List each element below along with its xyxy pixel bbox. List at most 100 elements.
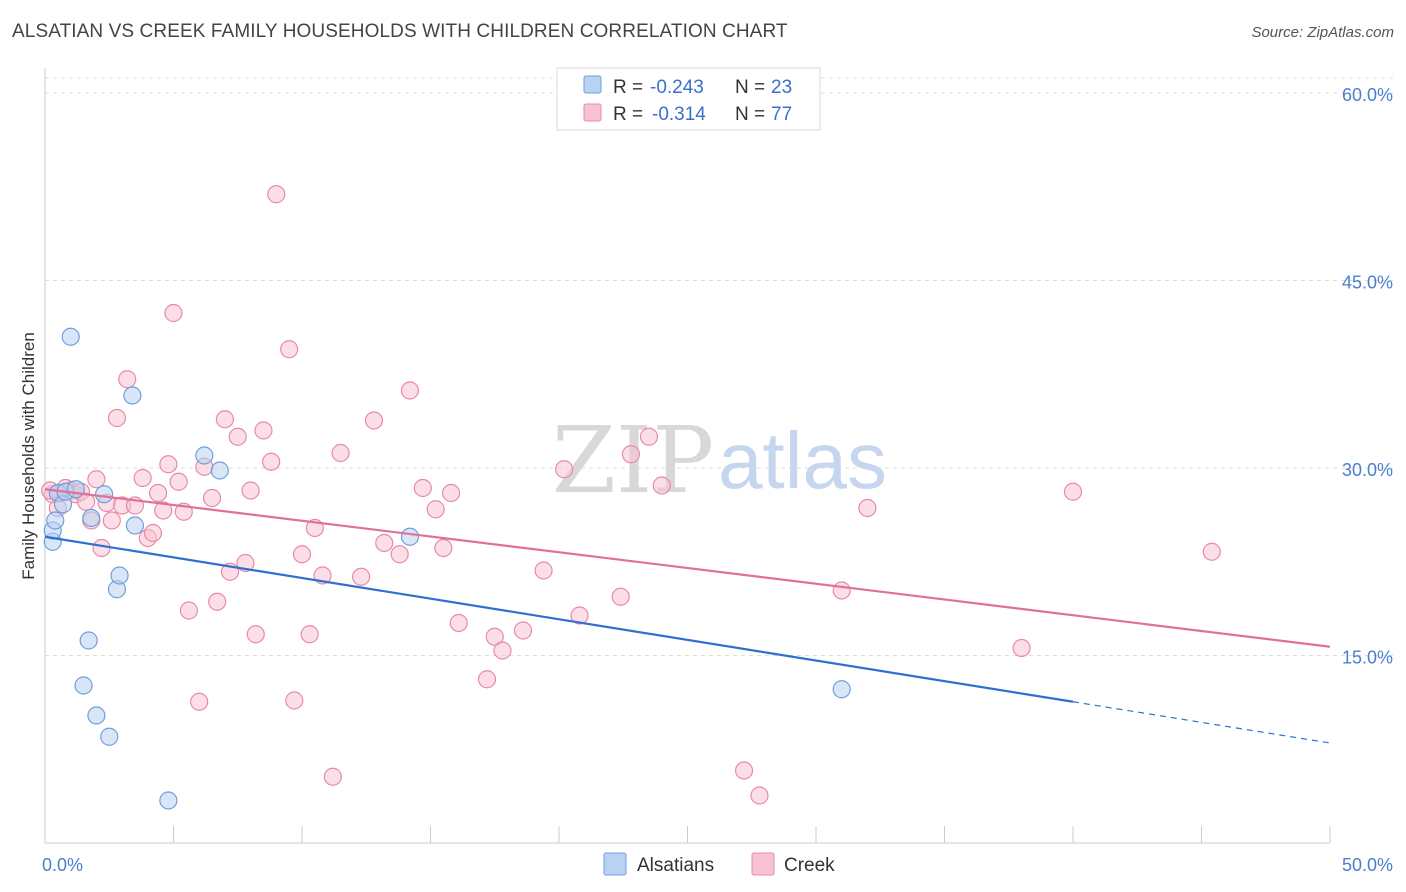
creek-point-36 — [246, 625, 265, 644]
creek-point-24 — [169, 472, 188, 491]
legend-bottom: Alsatians Creek — [603, 852, 835, 876]
alsatian-point-11 — [87, 706, 106, 725]
chart-title: ALSATIAN VS CREEK FAMILY HOUSEHOLDS WITH… — [12, 21, 788, 42]
legend-n-value-creek: 77 — [771, 104, 792, 125]
creek-point-60 — [493, 641, 512, 660]
legend-bottom-swatch-creek — [751, 852, 775, 876]
legend-top: R = -0.243 N = 23 R = -0.314 N = 77 — [556, 67, 821, 131]
creek-point-59 — [485, 627, 504, 646]
alsatian-point-2 — [46, 511, 65, 530]
creek-point-75 — [1202, 542, 1221, 561]
alsatian-point-19 — [195, 446, 214, 465]
creek-point-67 — [639, 427, 659, 446]
creek-point-17 — [133, 468, 152, 488]
creek-point-20 — [148, 483, 168, 503]
source-credit: Source: ZipAtlas.com — [1251, 24, 1394, 41]
alsatian-point-15 — [110, 566, 129, 585]
creek-point-51 — [390, 545, 409, 564]
trend-lines — [44, 488, 1331, 744]
creek-point-62 — [534, 561, 553, 580]
creek-point-74 — [1063, 482, 1083, 501]
legend-bottom-swatch-alsatians — [603, 852, 627, 876]
alsatian-point-18 — [159, 791, 178, 810]
alsatian-point-16 — [123, 386, 142, 405]
creek-point-26 — [179, 601, 199, 620]
creek-point-69 — [734, 761, 754, 780]
legend-r-label-creek: R = — [613, 104, 643, 125]
y-tick-label-1: 30.0% — [1342, 460, 1393, 480]
creek-point-29 — [202, 488, 222, 508]
legend-swatch-creek — [583, 103, 602, 122]
legend-swatch-alsatians — [583, 75, 602, 94]
alsatian-point-12 — [95, 485, 114, 504]
creek-point-37 — [254, 421, 273, 440]
creek-point-19 — [143, 523, 163, 543]
creek-point-23 — [164, 303, 183, 323]
y-tick-label-0: 15.0% — [1342, 648, 1393, 668]
creek-point-35 — [241, 481, 260, 500]
legend-n-label-alsatians: N = — [735, 77, 765, 98]
creek-point-47 — [331, 443, 350, 463]
creek-point-55 — [434, 538, 453, 558]
alsatian-point-9 — [79, 631, 98, 650]
creek-point-30 — [208, 592, 227, 611]
creek-point-65 — [611, 587, 630, 606]
alsatian-point-8 — [74, 676, 93, 695]
creek-point-49 — [364, 411, 384, 430]
watermark: ZIP atlas — [552, 407, 887, 514]
creek-point-15 — [118, 370, 137, 389]
creek-point-57 — [449, 613, 468, 633]
alsatian-points — [43, 327, 851, 810]
alsatian-point-7 — [66, 480, 85, 499]
alsatian-point-10 — [82, 508, 101, 528]
creek-point-68 — [652, 476, 671, 495]
x-tick-label-0: 0.0% — [42, 855, 83, 875]
legend-bottom-label-alsatians: Alsatians — [637, 855, 714, 876]
creek-point-46 — [323, 767, 342, 786]
creek-point-72 — [858, 498, 877, 518]
creek-point-52 — [400, 381, 420, 400]
alsatian-point-17 — [125, 516, 145, 535]
creek-point-58 — [477, 670, 497, 689]
y-tick-label-3: 60.0% — [1342, 85, 1393, 105]
creek-point-10 — [92, 538, 111, 558]
creek-point-42 — [292, 545, 312, 564]
creek-point-43 — [300, 625, 319, 644]
creek-point-13 — [107, 408, 127, 428]
creek-point-71 — [832, 581, 851, 600]
legend-n-label-creek: N = — [735, 104, 765, 125]
creek-point-48 — [352, 567, 371, 586]
legend-n-value-alsatians: 23 — [771, 77, 792, 98]
legend-bottom-label-creek: Creek — [784, 855, 835, 876]
creek-point-12 — [102, 511, 121, 530]
trend-line-alsatians — [44, 535, 1074, 703]
alsatian-point-20 — [210, 461, 229, 480]
y-axis-label: Family Households with Children — [19, 332, 38, 580]
creek-point-54 — [426, 500, 445, 519]
creek-point-70 — [750, 786, 769, 805]
alsatian-point-22 — [832, 680, 851, 699]
legend-r-value-creek: -0.314 — [652, 104, 706, 125]
legend-r-value-alsatians: -0.243 — [650, 77, 704, 98]
creek-point-40 — [280, 340, 299, 359]
trend-line-alsatians-extension — [1072, 701, 1331, 744]
alsatian-point-21 — [400, 527, 420, 546]
watermark-atlas: atlas — [718, 416, 887, 505]
trend-line-creek — [44, 488, 1331, 648]
creek-point-38 — [262, 452, 281, 471]
creek-point-39 — [267, 185, 286, 204]
creek-point-41 — [285, 691, 304, 710]
creek-point-53 — [413, 478, 432, 498]
tick-labels: 15.0% 30.0% 45.0% 60.0% 0.0% 50.0% — [42, 85, 1393, 875]
creek-point-22 — [159, 455, 178, 474]
creek-point-73 — [1012, 638, 1031, 658]
creek-point-27 — [190, 692, 209, 711]
creek-point-33 — [228, 427, 247, 446]
creek-point-66 — [621, 445, 641, 464]
creek-point-31 — [215, 410, 234, 429]
y-tick-label-2: 45.0% — [1342, 273, 1393, 293]
alsatian-point-13 — [100, 727, 119, 746]
creek-point-63 — [555, 460, 574, 479]
creek-point-61 — [513, 621, 533, 640]
